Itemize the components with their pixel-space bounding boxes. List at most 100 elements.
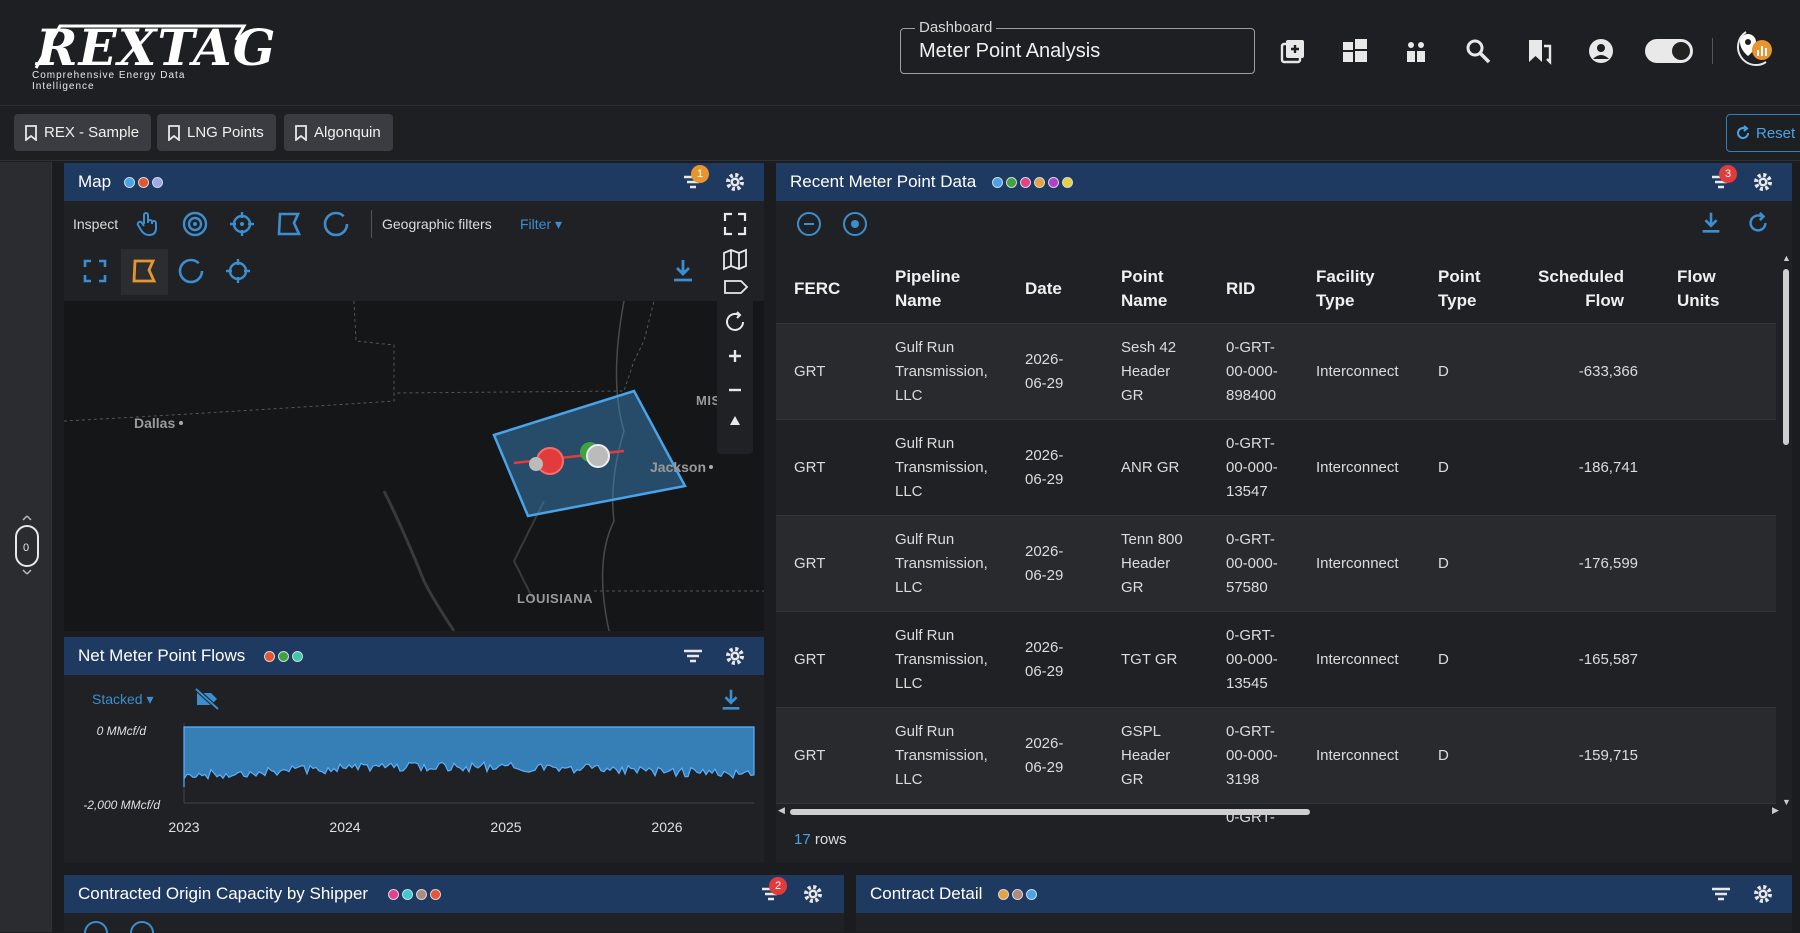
column-header-ferc[interactable]: FERC	[794, 279, 841, 298]
table-cell-ptype: D	[1438, 459, 1449, 476]
filter-list-icon[interactable]	[1710, 883, 1732, 905]
column-header-flow[interactable]: Scheduled Flow	[1538, 267, 1624, 310]
gear-icon[interactable]	[724, 171, 746, 193]
filter-list-icon[interactable]	[682, 645, 704, 667]
crosshair-icon[interactable]	[228, 210, 256, 238]
compare-icon[interactable]	[1401, 36, 1431, 66]
point-draw-icon[interactable]	[224, 257, 252, 285]
scroll-down-icon[interactable]: ▼	[1782, 797, 1791, 807]
reset-button[interactable]: Reset	[1726, 114, 1800, 152]
table-row[interactable]: GRT Gulf Run Transmission, LLC 2026-06-29 T…	[776, 611, 1776, 707]
map-base-layer	[64, 301, 764, 631]
table-cell-flow: -633,366	[1578, 363, 1638, 380]
table-cell-ptype: D	[1438, 747, 1449, 764]
map-point-logo-icon[interactable]	[1726, 26, 1776, 76]
bookmark-icon[interactable]	[1524, 36, 1554, 66]
contract-panel-header: Contract Detail	[856, 875, 1792, 913]
dashboard-select[interactable]: Dashboard Meter Point Analysis	[900, 19, 1255, 74]
source-dot	[416, 889, 427, 900]
table-cell-facility: Interconnect	[1316, 363, 1399, 380]
scroll-left-icon[interactable]: ◀	[778, 805, 785, 815]
scroll-up-icon[interactable]: ▲	[1782, 253, 1791, 263]
column-header-pipeline[interactable]: Pipeline Name	[895, 267, 961, 310]
net-flows-chart[interactable]: 0 MMcf/d -2,000 MMcf/d 2023 2024 2025 20…	[64, 719, 764, 863]
table-cell-point: Tenn 800 Header GR	[1121, 531, 1183, 596]
layout-icon[interactable]	[1340, 36, 1370, 66]
refresh-icon[interactable]	[1745, 210, 1771, 236]
polygon-draw-icon[interactable]	[130, 257, 158, 285]
gear-icon[interactable]	[724, 645, 746, 667]
map-canvas[interactable]: Dallas Jackson LOUISIANA MISSI	[64, 301, 764, 631]
flows-panel-header: Net Meter Point Flows	[64, 637, 764, 675]
fullscreen-icon[interactable]	[723, 212, 747, 236]
saved-view-algonquin[interactable]: Algonquin	[284, 114, 393, 151]
table-cell-rid: 0-GRT-00-000-13545	[1226, 627, 1278, 692]
add-dashboard-icon[interactable]	[1278, 36, 1308, 66]
column-header-point-type[interactable]: Point Type	[1438, 267, 1481, 310]
column-header-point[interactable]: Point Name	[1121, 267, 1168, 310]
gear-icon[interactable]	[1752, 883, 1774, 905]
table-row[interactable]: GRT Gulf Run Transmission, LLC 2026-06-29 S…	[776, 323, 1776, 419]
table-row[interactable]: GRT Gulf Run Transmission, LLC 2026-06-29 A…	[776, 419, 1776, 515]
capacity-toolbar-icons[interactable]	[84, 921, 184, 933]
circle-select-icon[interactable]	[322, 210, 350, 238]
search-icon[interactable]	[1463, 36, 1493, 66]
reset-view-icon[interactable]	[726, 311, 744, 331]
collapse-rows-icon[interactable]	[796, 211, 822, 237]
column-header-units[interactable]: Flow Units	[1677, 267, 1720, 310]
radio-select-icon[interactable]	[842, 211, 868, 237]
saved-view-lng-points[interactable]: LNG Points	[157, 114, 276, 151]
gear-icon[interactable]	[1752, 171, 1774, 193]
table-cell-ferc: GRT	[794, 555, 826, 572]
table-cell-rid: 0-GRT-00-000-13547	[1226, 435, 1278, 500]
table-cell-ptype: D	[1438, 363, 1449, 380]
table-cell-flow: -165,587	[1578, 651, 1638, 668]
label-icon[interactable]	[724, 280, 749, 294]
scroll-right-icon[interactable]: ▶	[1772, 805, 1779, 815]
account-icon[interactable]	[1586, 36, 1616, 66]
toolbar-divider	[1712, 38, 1713, 64]
table-cell-facility: Interconnect	[1316, 651, 1399, 668]
rextag-logo[interactable]: REXTAG Comprehensive Energy Data Intelli…	[30, 18, 275, 92]
table-row[interactable]: GRT Gulf Run Transmission, LLC 2026-06-29 T…	[776, 515, 1776, 611]
circle-draw-icon[interactable]	[177, 257, 205, 285]
download-icon[interactable]	[1698, 210, 1724, 236]
download-icon[interactable]	[718, 687, 744, 713]
saved-view-rex-sample[interactable]: REX - Sample	[14, 114, 152, 151]
hand-pointer-icon[interactable]	[134, 210, 162, 238]
theme-toggle[interactable]	[1645, 39, 1693, 63]
basemap-icon[interactable]	[723, 248, 747, 271]
bookmark-icon	[168, 124, 180, 141]
table-row[interactable]: 0-GRT-	[776, 803, 1776, 829]
filter-dropdown[interactable]: Filter ▾	[520, 216, 562, 233]
source-dot	[292, 651, 303, 662]
zoom-in-icon[interactable]	[729, 350, 741, 362]
download-icon[interactable]	[669, 257, 697, 285]
vertical-scroll-thumb[interactable]	[1783, 269, 1789, 445]
source-dot	[388, 889, 399, 900]
column-header-date[interactable]: Date	[1025, 279, 1062, 298]
mouse-scroll-icon[interactable]	[12, 514, 42, 580]
table-row[interactable]: GRT Gulf Run Transmission, LLC 2026-06-29 G…	[776, 707, 1776, 803]
column-header-rid[interactable]: RID	[1226, 279, 1256, 298]
panel-title: Map	[78, 172, 112, 191]
active-tool-highlight	[121, 249, 168, 295]
dashboard-label: Dashboard	[915, 19, 997, 36]
source-dot	[1012, 889, 1023, 900]
table-cell-facility: Interconnect	[1316, 459, 1399, 476]
gear-icon[interactable]	[802, 883, 824, 905]
horizontal-scrollbar[interactable]: ◀ ▶	[776, 805, 1786, 818]
hide-label-icon[interactable]	[194, 687, 220, 711]
stack-mode-dropdown[interactable]: Stacked ▾	[92, 691, 154, 708]
table-cell-units	[1677, 612, 1737, 708]
fullscreen-select-icon[interactable]	[81, 257, 109, 285]
vertical-scrollbar[interactable]: ▲ ▼	[1781, 253, 1791, 807]
horizontal-scroll-thumb[interactable]	[790, 809, 1310, 815]
target-icon[interactable]	[181, 210, 209, 238]
panel-title: Contract Detail	[870, 884, 983, 903]
polygon-select-icon[interactable]	[275, 210, 303, 238]
column-header-facility[interactable]: Facility Type	[1316, 267, 1375, 310]
table-cell-units	[1677, 516, 1737, 612]
inspect-label: Inspect	[73, 216, 119, 232]
compass-icon[interactable]	[730, 416, 740, 425]
